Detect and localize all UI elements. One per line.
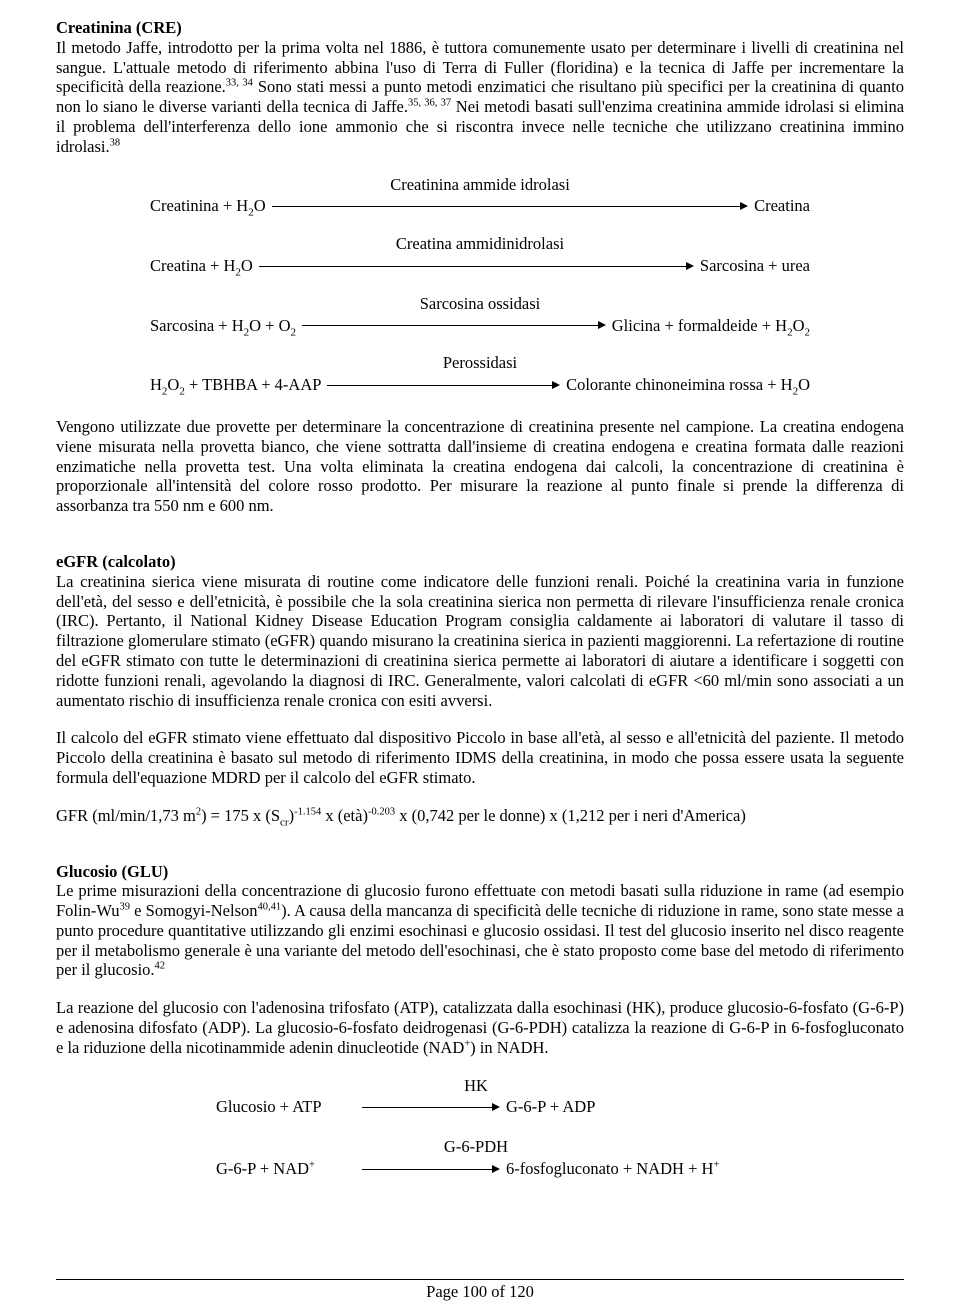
reaction-row: G-6-PDH G-6-P + NAD+ 6-fosfogluconato + … [216, 1137, 736, 1179]
glu-reactions: HK Glucosio + ATP G-6-P + ADP G-6-PDH G-… [56, 1076, 904, 1179]
reaction-left: H2O2 + TBHBA + 4-AAP [150, 375, 327, 395]
enzyme-label: Perossidasi [150, 353, 810, 373]
page-number: Page 100 of 120 [56, 1279, 904, 1302]
reaction-left: Sarcosina + H2O + O2 [150, 316, 302, 336]
reaction-row: Sarcosina ossidasi Sarcosina + H2O + O2 … [150, 294, 810, 336]
enzyme-label: HK [216, 1076, 736, 1096]
cre-reactions: Creatinina ammide idrolasi Creatinina + … [56, 175, 904, 395]
reaction-row: Creatina ammidinidrolasi Creatina + H2O … [150, 234, 810, 276]
reaction-row: Creatinina ammide idrolasi Creatinina + … [150, 175, 810, 217]
reaction-left: G-6-P + NAD+ [216, 1159, 362, 1179]
arrow-icon [302, 319, 606, 331]
egfr-formula: GFR (ml/min/1,73 m2) = 175 x (Scr)-1.154… [56, 806, 904, 826]
arrow-icon [327, 379, 560, 391]
cre-after-body: Vengono utilizzate due provette per dete… [56, 417, 904, 516]
reaction-row: HK Glucosio + ATP G-6-P + ADP [216, 1076, 736, 1118]
enzyme-label: Creatinina ammide idrolasi [150, 175, 810, 195]
egfr-body: La creatinina sierica viene misurata di … [56, 572, 904, 711]
enzyme-label: Creatina ammidinidrolasi [150, 234, 810, 254]
glu-body: Le prime misurazioni della concentrazion… [56, 881, 904, 980]
reaction-left: Creatinina + H2O [150, 196, 272, 216]
reaction-left: Creatina + H2O [150, 256, 259, 276]
reaction-left: Glucosio + ATP [216, 1097, 362, 1117]
reaction-right: G-6-P + ADP [500, 1097, 736, 1117]
reaction-right: 6-fosfogluconato + NADH + H+ [500, 1159, 736, 1179]
glu-body2: La reazione del glucosio con l'adenosina… [56, 998, 904, 1057]
cre-body: Il metodo Jaffe, introdotto per la prima… [56, 38, 904, 157]
reaction-right: Colorante chinoneimina rossa + H2O [560, 375, 810, 395]
reaction-right: Sarcosina + urea [694, 256, 810, 276]
enzyme-label: G-6-PDH [216, 1137, 736, 1157]
page: Creatinina (CRE) Il metodo Jaffe, introd… [0, 0, 960, 1310]
reaction-row: Perossidasi H2O2 + TBHBA + 4-AAP Coloran… [150, 353, 810, 395]
cre-heading: Creatinina (CRE) [56, 18, 904, 38]
glu-heading: Glucosio (GLU) [56, 862, 904, 882]
arrow-icon [362, 1163, 500, 1175]
egfr-body2: Il calcolo del eGFR stimato viene effett… [56, 728, 904, 787]
reaction-right: Glicina + formaldeide + H2O2 [606, 316, 810, 336]
arrow-icon [362, 1101, 500, 1113]
enzyme-label: Sarcosina ossidasi [150, 294, 810, 314]
egfr-heading: eGFR (calcolato) [56, 552, 904, 572]
arrow-icon [272, 200, 748, 212]
reaction-right: Creatina [748, 196, 810, 216]
arrow-icon [259, 260, 694, 272]
page-footer: Page 100 of 120 [0, 1279, 960, 1302]
